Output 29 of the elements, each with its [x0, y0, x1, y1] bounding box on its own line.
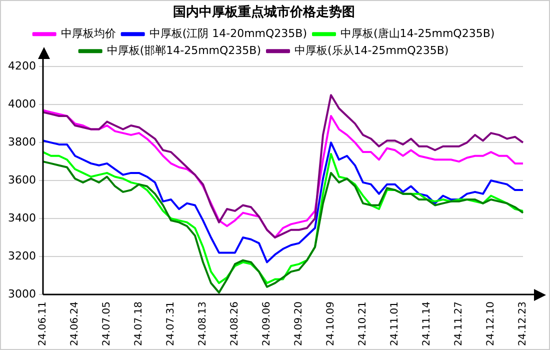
legend-label: 中厚板(江阴 14-20mmQ235B) — [149, 26, 308, 40]
x-tick-label: 24.07.05 — [102, 301, 113, 346]
x-tick-label: 24.10.09 — [326, 301, 337, 346]
y-tick-label: 3000 — [8, 287, 36, 300]
y-tick-label: 4200 — [8, 59, 36, 72]
x-tick-label: 24.11.27 — [454, 301, 465, 346]
y-tick-label: 3800 — [8, 135, 36, 148]
x-tick-label: 24.07.31 — [166, 301, 177, 346]
y-tick-label: 3400 — [8, 211, 36, 224]
y-tick-label: 3600 — [8, 173, 36, 186]
legend-label: 中厚板(邯郸14-25mmQ235B) — [106, 44, 262, 57]
legend-label: 中厚板(乐从14-25mmQ235B) — [294, 44, 449, 57]
chart-title: 国内中厚板重点城市价格走势图 — [173, 4, 355, 20]
x-tick-label: 24.07.18 — [134, 301, 145, 346]
x-tick-label: 24.12.10 — [486, 301, 497, 346]
x-tick-label: 24.11.01 — [390, 301, 401, 346]
x-tick-label: 24.06.11 — [38, 301, 49, 346]
x-tick-label: 24.10.21 — [358, 301, 369, 346]
x-tick-label: 24.12.23 — [518, 301, 529, 346]
x-tick-label: 24.06.24 — [70, 301, 81, 346]
legend-label: 中厚板(唐山14-25mmQ235B) — [340, 26, 495, 40]
y-tick-label: 4000 — [8, 97, 36, 110]
x-tick-label: 24.09.20 — [294, 301, 305, 346]
legend-label: 中厚板均价 — [60, 26, 116, 40]
x-tick-label: 24.08.26 — [230, 301, 241, 346]
x-tick-label: 24.09.06 — [262, 301, 273, 346]
x-tick-label: 24.11.14 — [422, 301, 433, 346]
y-tick-label: 3200 — [8, 249, 36, 262]
x-tick-label: 24.08.13 — [198, 301, 209, 346]
